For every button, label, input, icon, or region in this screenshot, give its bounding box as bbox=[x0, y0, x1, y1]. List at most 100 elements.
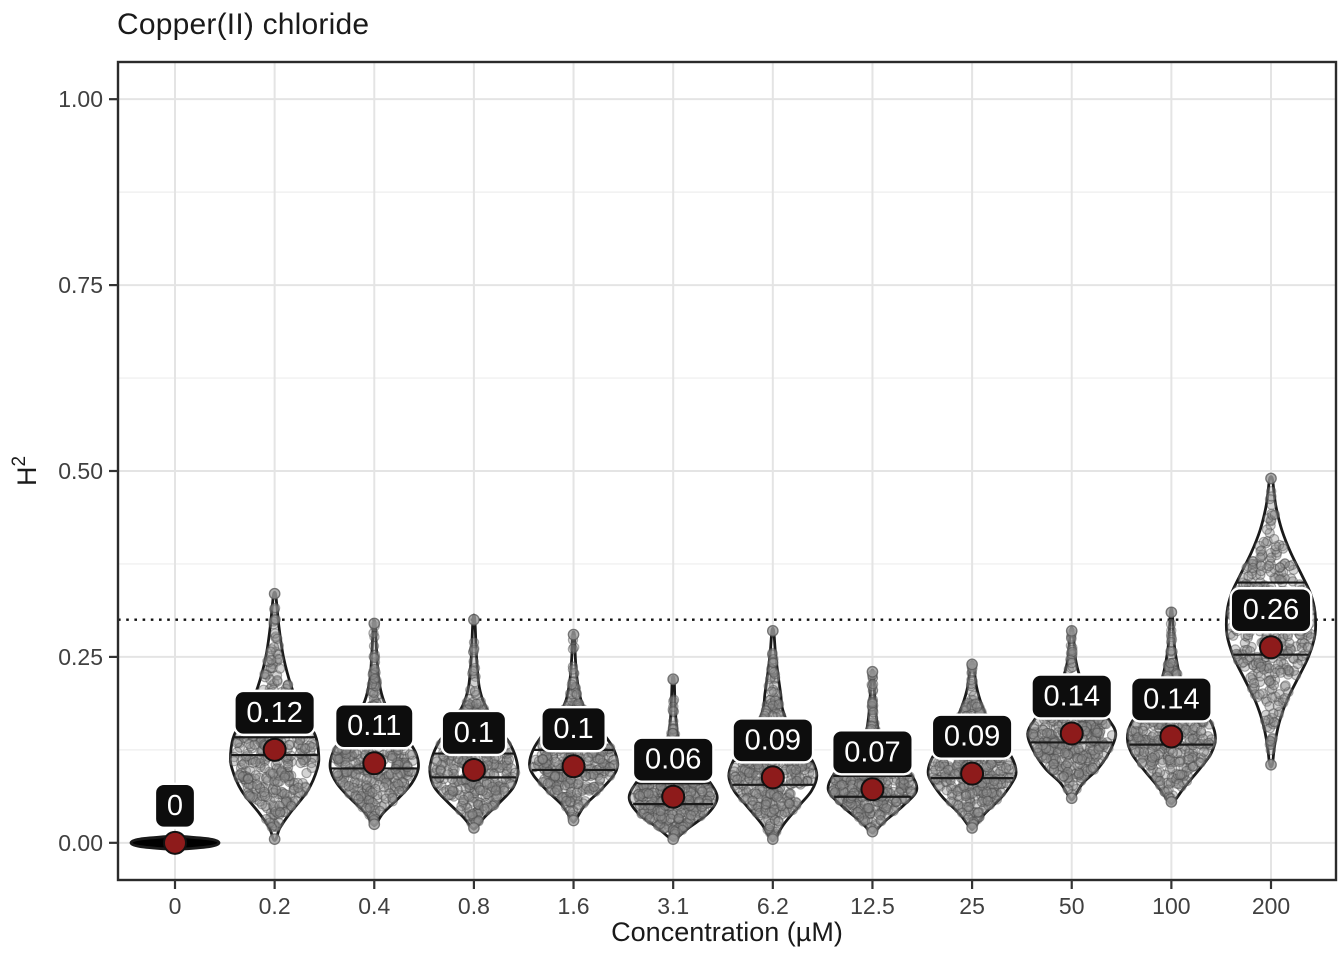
jitter-point bbox=[238, 772, 250, 783]
jitter-point bbox=[304, 740, 315, 751]
jitter-point bbox=[254, 758, 266, 769]
jitter-point bbox=[399, 757, 410, 768]
x-tick-label: 50 bbox=[1059, 893, 1085, 919]
jitter-point bbox=[231, 737, 243, 749]
jitter-point bbox=[399, 777, 410, 789]
jitter-point bbox=[370, 691, 382, 702]
jitter-point bbox=[287, 796, 299, 808]
jitter-point bbox=[369, 673, 380, 684]
jitter-point bbox=[272, 808, 283, 819]
jitter-point bbox=[268, 787, 279, 798]
jitter-point bbox=[242, 773, 254, 785]
jitter-point bbox=[270, 784, 282, 796]
jitter-point bbox=[1274, 562, 1286, 573]
jitter-point bbox=[243, 779, 255, 791]
tip-point bbox=[567, 814, 580, 827]
jitter-point bbox=[371, 679, 382, 690]
jitter-point bbox=[398, 753, 409, 764]
y-axis-title: H2 bbox=[9, 456, 42, 486]
jitter-point bbox=[334, 756, 346, 767]
jitter-point bbox=[361, 794, 372, 805]
jitter-point bbox=[396, 784, 407, 796]
x-tick-label: 12.5 bbox=[850, 893, 895, 919]
jitter-point bbox=[402, 771, 414, 782]
jitter-point bbox=[254, 783, 266, 795]
jitter-point bbox=[250, 770, 261, 781]
jitter-point bbox=[239, 774, 250, 785]
jitter-point bbox=[265, 662, 277, 674]
jitter-point bbox=[259, 668, 270, 680]
jitter-point bbox=[269, 820, 280, 831]
jitter-point bbox=[247, 781, 258, 792]
jitter-point bbox=[368, 651, 379, 662]
jitter-point bbox=[369, 631, 380, 643]
jitter-point bbox=[807, 768, 818, 779]
jitter-point bbox=[644, 813, 655, 825]
jitter-point bbox=[537, 753, 548, 765]
jitter-point bbox=[402, 761, 413, 773]
jitter-point bbox=[282, 756, 293, 767]
jitter-point bbox=[867, 698, 878, 709]
jitter-point bbox=[378, 782, 390, 793]
jitter-point bbox=[269, 604, 280, 616]
mean-label-text: 0.1 bbox=[553, 713, 593, 745]
jitter-point bbox=[643, 788, 654, 800]
jitter-point bbox=[339, 772, 350, 784]
jitter-point bbox=[368, 690, 379, 701]
jitter-point bbox=[364, 791, 376, 802]
jitter-point bbox=[368, 627, 379, 639]
jitter-point bbox=[773, 816, 784, 827]
jitter-point bbox=[1000, 762, 1012, 774]
jitter-point bbox=[364, 802, 375, 813]
jitter-point bbox=[564, 805, 576, 817]
jitter-point bbox=[284, 776, 295, 788]
tip-point bbox=[766, 833, 779, 845]
jitter-point bbox=[1048, 758, 1059, 770]
jitter-point bbox=[249, 739, 260, 750]
jitter-point bbox=[368, 805, 380, 816]
jitter-point bbox=[747, 795, 758, 807]
jitter-point bbox=[285, 800, 296, 811]
jitter-point bbox=[365, 685, 377, 697]
jitter-point bbox=[1130, 745, 1141, 756]
jitter-point bbox=[371, 674, 382, 686]
jitter-point bbox=[971, 701, 983, 713]
jitter-point bbox=[270, 821, 282, 833]
jitter-point bbox=[1073, 743, 1084, 755]
jitter-point bbox=[1203, 737, 1214, 749]
jitter-point bbox=[891, 796, 902, 808]
mean-label-text: 0.07 bbox=[844, 736, 900, 768]
jitter-point bbox=[269, 603, 280, 614]
jitter-point bbox=[268, 801, 279, 813]
jitter-point bbox=[365, 800, 377, 812]
jitter-point bbox=[853, 811, 865, 823]
jitter-point bbox=[836, 779, 847, 790]
jitter-point bbox=[667, 727, 678, 739]
jitter-point bbox=[369, 652, 381, 663]
mean-label-text: 0.11 bbox=[347, 710, 401, 742]
jitter-point bbox=[1266, 491, 1277, 502]
jitter-point bbox=[271, 763, 282, 774]
jitter-point bbox=[233, 772, 244, 784]
jitter-point bbox=[264, 766, 275, 778]
jitter-point bbox=[469, 686, 480, 697]
jitter-point bbox=[273, 817, 285, 829]
jitter-point bbox=[1100, 718, 1112, 730]
jitter-point bbox=[368, 666, 379, 677]
jitter-point bbox=[269, 792, 280, 803]
jitter-point bbox=[256, 782, 268, 793]
jitter-point bbox=[299, 756, 310, 768]
x-tick-label: 6.2 bbox=[757, 893, 789, 919]
jitter-point bbox=[246, 774, 257, 786]
jitter-point bbox=[261, 669, 272, 680]
jitter-point bbox=[269, 614, 280, 626]
jitter-point bbox=[276, 766, 287, 778]
jitter-point bbox=[290, 795, 301, 806]
jitter-point bbox=[268, 779, 280, 791]
jitter-point bbox=[352, 785, 363, 796]
jitter-point bbox=[369, 649, 380, 660]
jitter-point bbox=[289, 784, 300, 795]
jitter-point bbox=[332, 768, 343, 779]
jitter-point bbox=[333, 770, 344, 781]
jitter-point bbox=[286, 756, 297, 768]
